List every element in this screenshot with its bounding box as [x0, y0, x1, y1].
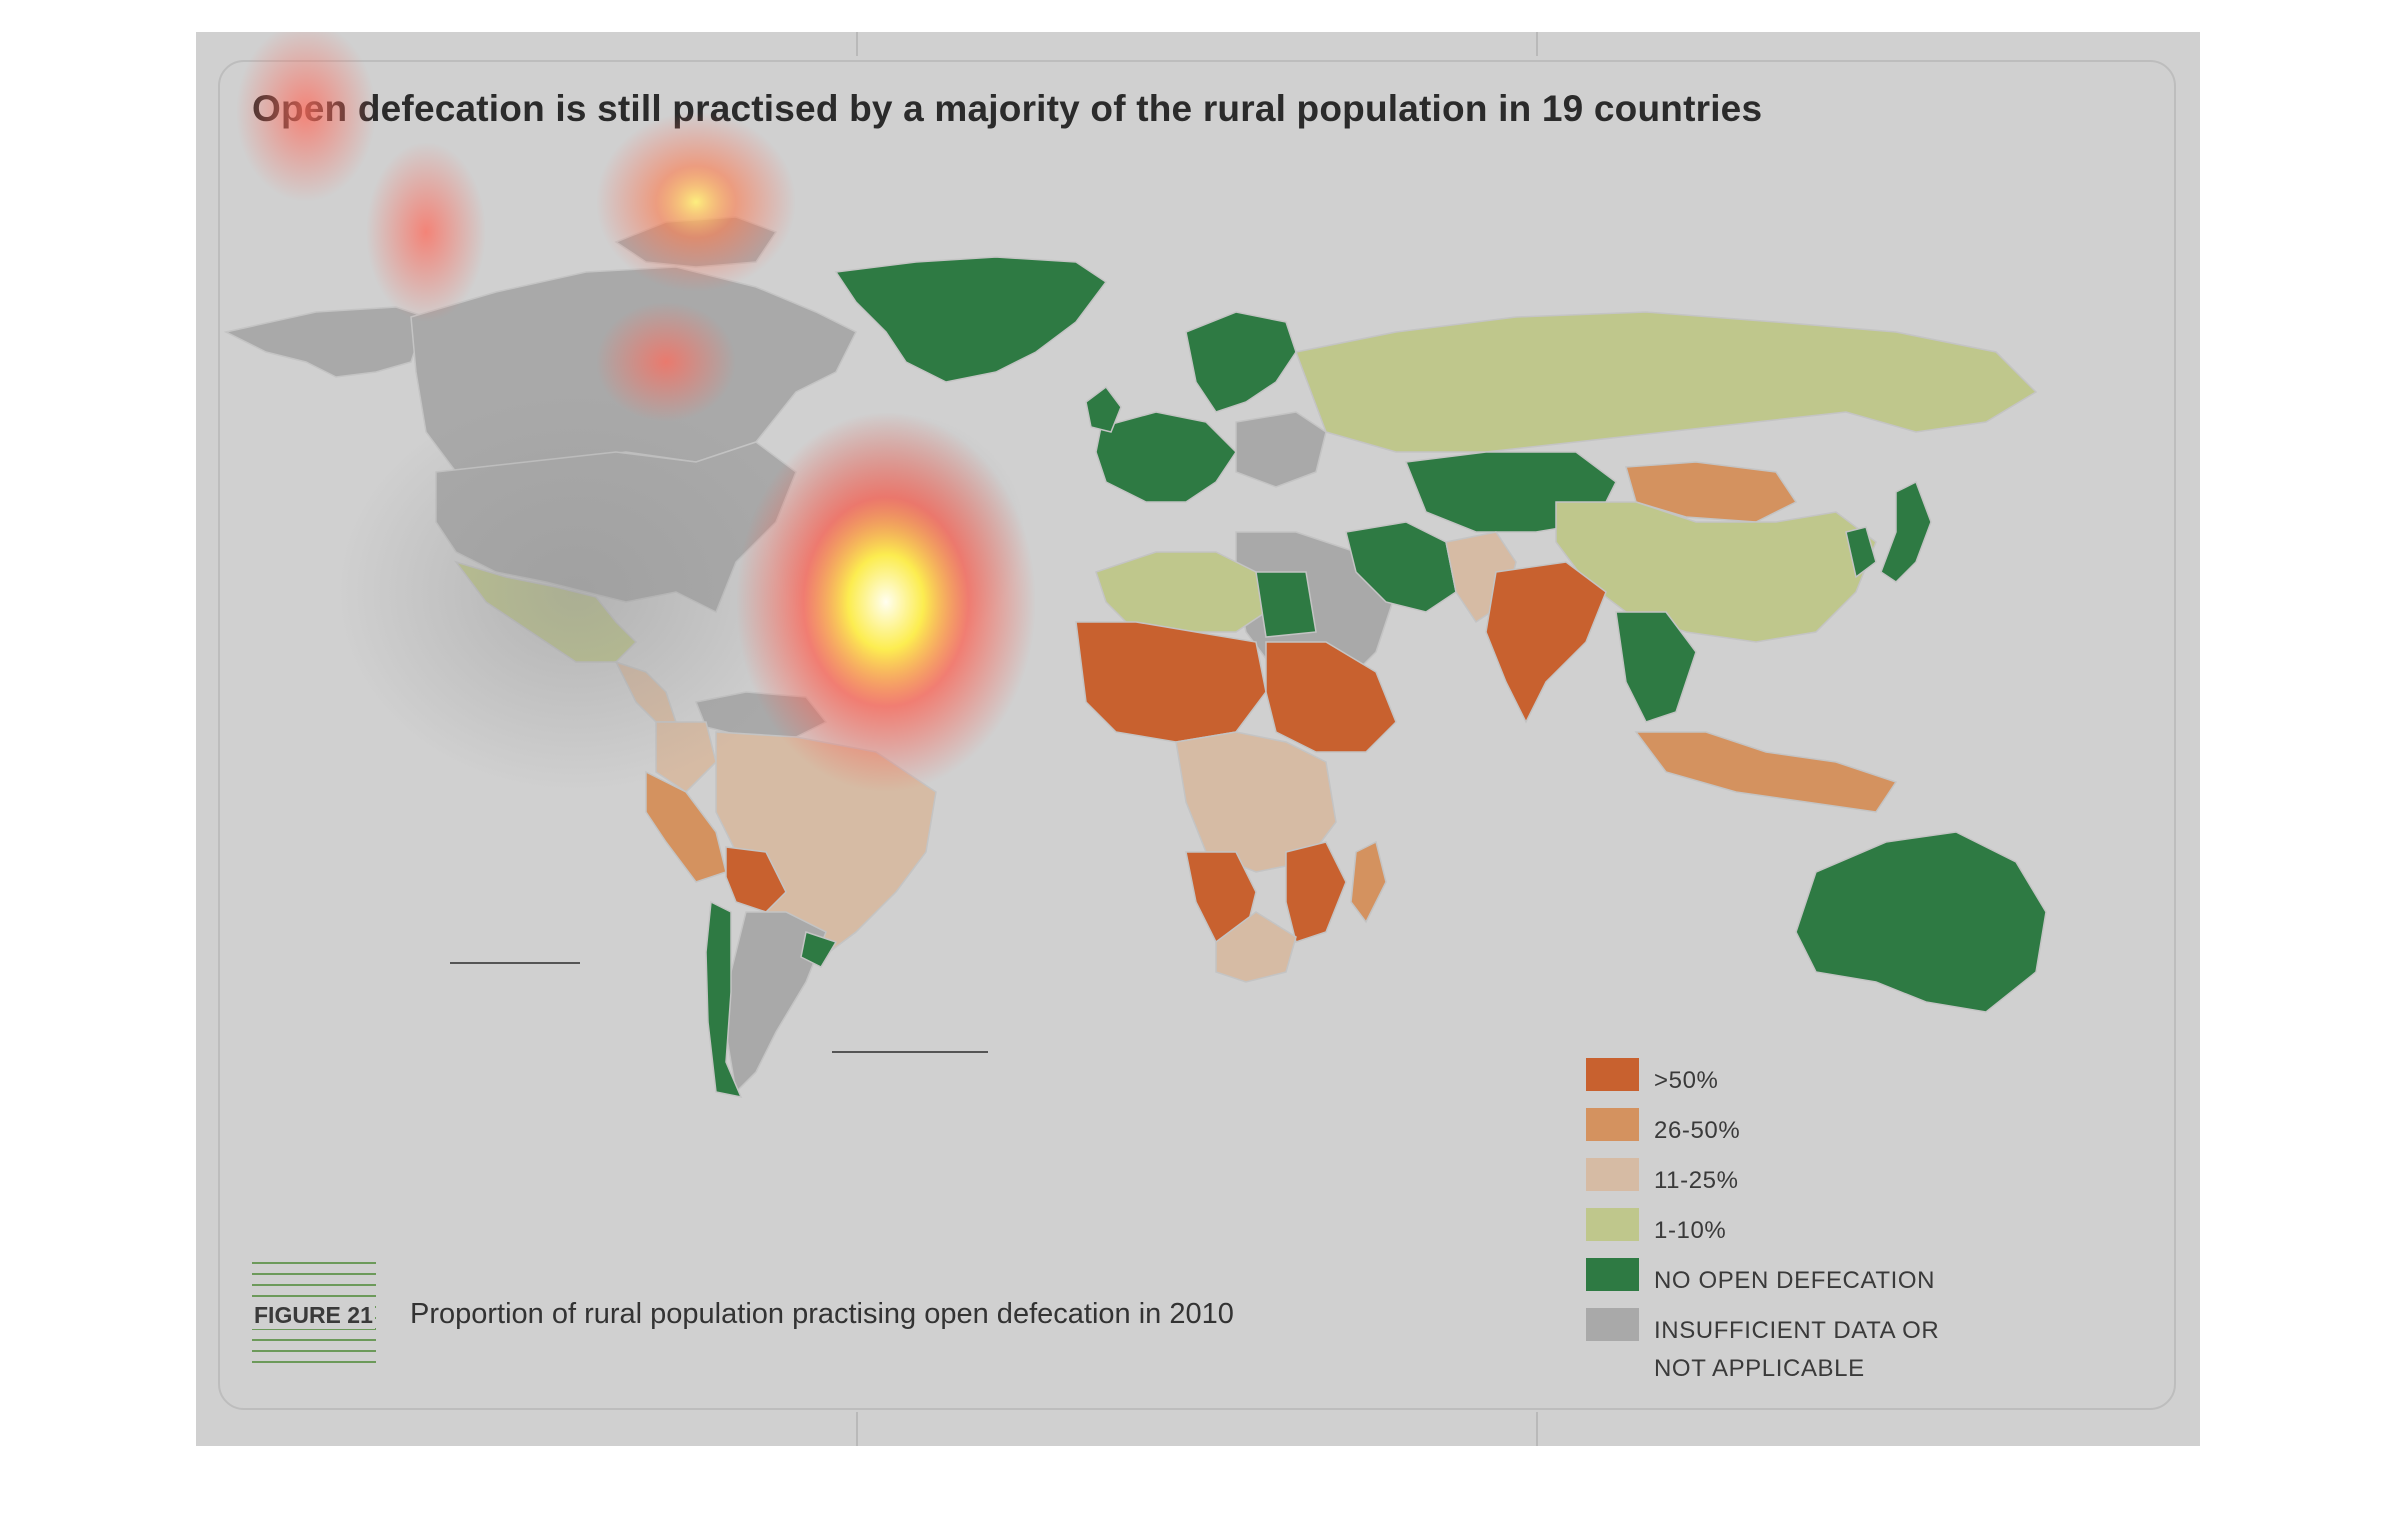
figure-caption: Proportion of rural population practisin…: [410, 1298, 1234, 1330]
figure-label: FIGURE 21: [252, 1302, 375, 1329]
heatmap-overlay: [236, 32, 1036, 792]
region-uruguay: [800, 931, 838, 968]
fold-mark: [856, 32, 858, 56]
region-australia: [1795, 831, 2047, 1013]
region-iran: [1345, 521, 1457, 613]
region-peru: [645, 770, 727, 883]
legend-label: >50%: [1654, 1067, 1719, 1094]
legend-swatch: [1586, 1158, 1639, 1191]
region-southeast-asia: [1615, 611, 1697, 723]
fold-mark: [856, 1412, 858, 1446]
region-sudan-ethiopia: [1265, 641, 1397, 753]
figure-panel: [218, 60, 2176, 1410]
region-egypt: [1255, 571, 1317, 638]
fold-mark: [1536, 1412, 1538, 1446]
region-scandinavia: [1185, 311, 1297, 413]
region-north-africa: [1095, 551, 1267, 633]
legend-swatch: [1586, 1308, 1639, 1341]
map-title: Open defecation is still practised by a …: [252, 88, 1763, 129]
region-alaska: [223, 306, 427, 378]
legend-label: 1-10%: [1654, 1217, 1727, 1244]
fold-mark: [1536, 32, 1538, 56]
world-map: [223, 32, 2047, 1099]
figure-caption-block: FIGURE 21 Proportion of rural population…: [252, 1262, 1452, 1374]
region-mozambique: [1285, 841, 1347, 943]
region-indonesia: [1634, 731, 1898, 813]
region-central-africa: [1175, 731, 1337, 873]
legend-swatch: [1586, 1258, 1639, 1291]
legend-label: INSUFFICIENT DATA OR NOT APPLICABLE: [1654, 1317, 1940, 1382]
region-russia: [1294, 311, 2038, 453]
legend-label: 11-25%: [1654, 1167, 1739, 1194]
region-chile: [705, 900, 743, 1099]
region-japan: [1880, 480, 1932, 583]
region-india: [1485, 561, 1607, 724]
region-greenland: [834, 256, 1108, 383]
region-sahel-west-africa: [1075, 621, 1267, 743]
region-china: [1555, 501, 1877, 643]
region-eastern-europe: [1235, 411, 1327, 488]
legend-swatch: [1586, 1208, 1639, 1241]
legend-swatch: [1586, 1058, 1639, 1091]
legend-swatch: [1586, 1108, 1639, 1141]
figure-board: Open defecation is still practised by a …: [196, 32, 2200, 1446]
region-korea: [1845, 526, 1877, 579]
region-south-africa: [1215, 911, 1297, 983]
region-western-europe: [1095, 411, 1237, 503]
region-british-isles: [1085, 385, 1122, 433]
legend-label: NO OPEN DEFECATION: [1654, 1267, 1936, 1294]
region-madagascar: [1350, 840, 1387, 924]
legend-label: 26-50%: [1654, 1117, 1741, 1144]
